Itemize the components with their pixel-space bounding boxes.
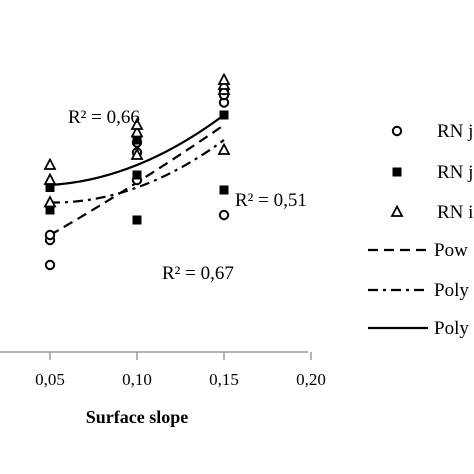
legend-label: RN j <box>437 162 473 183</box>
data-point-square-filled <box>132 215 142 225</box>
data-point-square-filled <box>219 110 229 120</box>
data-point-triangle-open <box>43 195 57 208</box>
legend-label: RN j <box>437 121 473 142</box>
legend-label: Poly <box>434 318 469 339</box>
data-point-triangle-open <box>43 172 57 185</box>
legend-label: Pow <box>434 240 468 261</box>
x-tick-label: 0,10 <box>122 370 152 389</box>
trendline-dash-dot <box>49 139 225 204</box>
trendline-solid <box>49 114 225 187</box>
data-point-circle-open <box>44 229 56 241</box>
data-point-square-filled <box>219 185 229 195</box>
legend-swatch-circle-open <box>391 125 403 137</box>
x-axis-title: Surface slope <box>86 407 189 427</box>
data-point-square-filled <box>132 170 142 180</box>
data-point-triangle-open <box>217 142 231 155</box>
plot-area: 0,05 0,10 0,15 0,20 <box>0 72 326 389</box>
data-point-triangle-open <box>130 117 144 130</box>
data-point-circle-open <box>44 259 56 271</box>
r2-annotation-solid: R² = 0,66 <box>68 107 140 128</box>
data-point-triangle-open <box>130 125 144 138</box>
legend-label: RN i <box>437 202 473 223</box>
markers <box>43 72 231 271</box>
legend-label: Poly <box>434 280 469 301</box>
legend-swatch-square-filled <box>392 167 402 177</box>
data-point-triangle-open <box>130 147 144 160</box>
data-point-square-filled <box>45 183 55 192</box>
data-point-triangle-open <box>217 72 231 85</box>
data-point-square-filled <box>132 135 142 145</box>
r2-annotation-dashed: R² = 0,67 <box>162 263 234 284</box>
x-ticks: 0,05 0,10 0,15 0,20 <box>35 352 326 389</box>
r2-annotation-dashdot: R² = 0,51 <box>235 190 307 211</box>
data-point-square-filled <box>45 205 55 215</box>
x-tick-label: 0,15 <box>209 370 239 389</box>
legend-swatch-triangle-open <box>390 204 404 217</box>
x-tick-label: 0,05 <box>35 370 65 389</box>
data-point-circle-open <box>218 209 230 221</box>
x-tick-label: 0,20 <box>296 370 326 389</box>
legend: RN j RN j RN i Pow Poly Poly <box>368 121 473 339</box>
data-point-triangle-open <box>43 157 57 170</box>
